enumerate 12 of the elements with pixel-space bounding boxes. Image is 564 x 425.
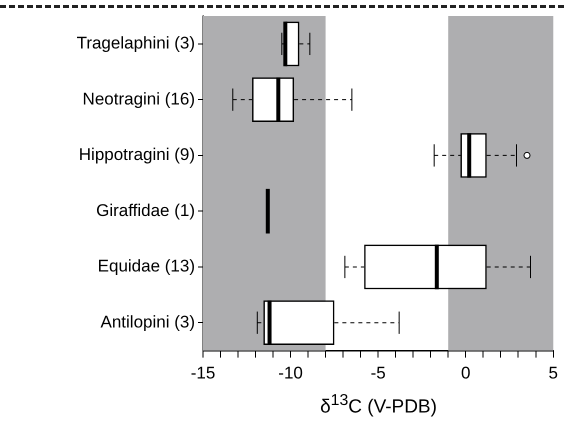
y-tick-label: Neotragini (16): [82, 89, 195, 108]
x-tick-label: -5: [370, 363, 386, 382]
x-tick-label: -15: [190, 363, 216, 382]
x-tick-label: 5: [548, 363, 558, 382]
x-tick-label: -10: [278, 363, 303, 382]
y-tick-label: Tragelaphini (3): [76, 34, 195, 53]
x-axis-title: δ$^{13}$C (V-PDB): [319, 392, 438, 418]
y-tick-label: Hippotragini (9): [78, 145, 195, 164]
y-tick-label: Equidae (13): [98, 256, 195, 276]
y-tick-label: Giraffidae (1): [96, 200, 195, 220]
y-tick-label: Antilopini (3): [100, 312, 195, 332]
x-tick-label: 0: [460, 363, 470, 382]
